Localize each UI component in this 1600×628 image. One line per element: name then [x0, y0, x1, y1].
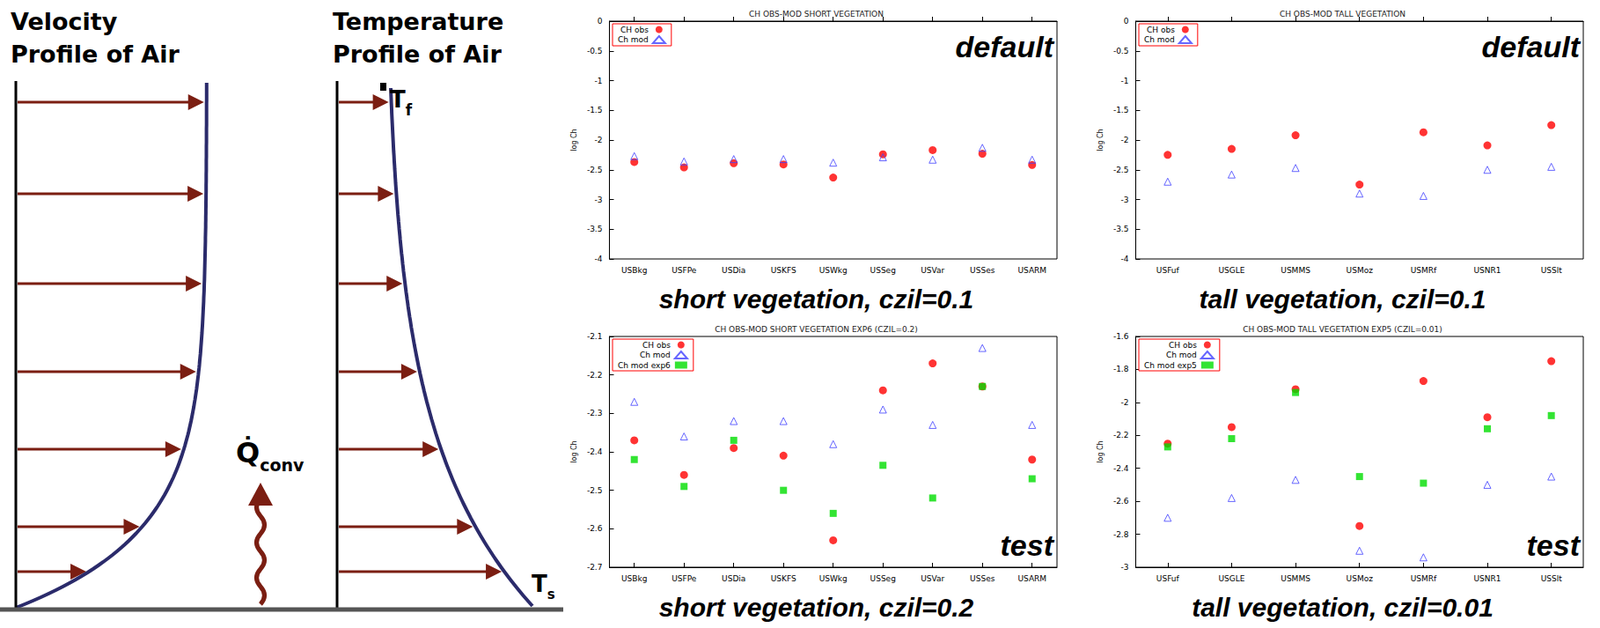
svg-text:-2.5: -2.5 [587, 485, 603, 495]
svg-text:USWkg: USWkg [819, 573, 848, 583]
svg-text:-1: -1 [594, 76, 602, 86]
svg-text:USGLE: USGLE [1218, 265, 1245, 275]
svg-text:USMMS: USMMS [1280, 265, 1311, 275]
svg-text:CH OBS-MOD SHORT VEGETATION EX: CH OBS-MOD SHORT VEGETATION EXP6 (CZIL=0… [714, 324, 918, 334]
svg-text:-2.4: -2.4 [1113, 463, 1130, 473]
svg-text:Temperature: Temperature [332, 7, 504, 36]
svg-text:CH obs: CH obs [1168, 340, 1197, 350]
svg-text:USNR1: USNR1 [1474, 573, 1502, 583]
svg-text:-2.2: -2.2 [587, 370, 603, 380]
svg-text:USDia: USDia [721, 573, 746, 583]
svg-text:-1.6: -1.6 [1113, 331, 1130, 341]
svg-text:Profile of Air: Profile of Air [10, 40, 180, 68]
svg-text:test: test [1000, 528, 1056, 562]
svg-text:Ch mod exp6: Ch mod exp6 [617, 360, 671, 370]
svg-text:Ch mod: Ch mod [1166, 350, 1197, 360]
svg-text:log Ch: log Ch [570, 128, 579, 151]
svg-text:-1.5: -1.5 [1113, 105, 1130, 115]
svg-text:-2.2: -2.2 [1113, 430, 1130, 440]
svg-text:-1: -1 [1120, 76, 1129, 86]
svg-text:USWkg: USWkg [819, 265, 848, 275]
svg-text:USSes: USSes [969, 573, 996, 583]
svg-text:-3.5: -3.5 [587, 224, 603, 234]
svg-text:default: default [1482, 29, 1582, 64]
svg-text:-2.4: -2.4 [587, 447, 603, 456]
svg-text:CH OBS-MOD TALL VEGETATION EXP: CH OBS-MOD TALL VEGETATION EXP5 (CZIL=0.… [1242, 324, 1443, 334]
svg-text:Ch mod: Ch mod [1144, 35, 1175, 45]
svg-text:-3: -3 [1120, 195, 1129, 205]
svg-text:USBkg: USBkg [621, 573, 647, 583]
svg-text:USKFS: USKFS [770, 265, 797, 275]
svg-text:USFPe: USFPe [671, 573, 698, 583]
svg-text:USMoz: USMoz [1346, 265, 1374, 275]
svg-text:USARM: USARM [1017, 573, 1047, 583]
svg-text:USSlt: USSlt [1541, 573, 1564, 583]
svg-text:Profile of Air: Profile of Air [332, 40, 502, 68]
svg-text:USSlt: USSlt [1541, 265, 1564, 275]
svg-text:default: default [955, 29, 1056, 64]
svg-text:CH obs: CH obs [620, 25, 649, 35]
svg-text:USDia: USDia [721, 265, 746, 275]
svg-text:USFuf: USFuf [1156, 265, 1181, 275]
svg-text:USNR1: USNR1 [1474, 265, 1502, 275]
svg-text:Ch mod exp5: Ch mod exp5 [1144, 360, 1197, 370]
svg-text:-2.5: -2.5 [1113, 165, 1130, 175]
html-text:short vegetation, czil=0.2: short vegetation, czil=0.2 [658, 592, 974, 622]
svg-text:USVar: USVar [920, 573, 945, 583]
svg-text:USBkg: USBkg [621, 265, 647, 275]
svg-text:USVar: USVar [920, 265, 945, 275]
svg-text:-0.5: -0.5 [1113, 46, 1130, 56]
svg-text:Tf: Tf [389, 86, 413, 119]
svg-text:test: test [1526, 528, 1582, 562]
svg-text:-3.5: -3.5 [1113, 224, 1130, 234]
svg-text:USKFS: USKFS [770, 573, 797, 583]
svg-text:CH OBS-MOD TALL VEGETATION: CH OBS-MOD TALL VEGETATION [1279, 9, 1406, 19]
html-text:short vegetation, czil=0.1: short vegetation, czil=0.1 [658, 284, 974, 314]
svg-text:USARM: USARM [1017, 265, 1047, 275]
svg-text:USFuf: USFuf [1156, 573, 1181, 583]
svg-text:USMRf: USMRf [1410, 573, 1438, 583]
svg-text:-4: -4 [594, 254, 602, 264]
svg-text:-2.5: -2.5 [587, 165, 603, 175]
svg-text:log Ch: log Ch [1096, 440, 1105, 463]
svg-text:-2: -2 [594, 135, 602, 145]
svg-text:USGLE: USGLE [1218, 573, 1245, 583]
svg-text:Velocity: Velocity [10, 7, 118, 36]
svg-text:-4: -4 [1120, 254, 1129, 264]
svg-text:log Ch: log Ch [1096, 128, 1105, 151]
svg-text:USMMS: USMMS [1280, 573, 1311, 583]
svg-text:0: 0 [1123, 16, 1130, 26]
svg-text:-2.3: -2.3 [587, 408, 603, 418]
svg-text:CH OBS-MOD SHORT VEGETATION: CH OBS-MOD SHORT VEGETATION [748, 9, 884, 19]
svg-text:Q̇conv: Q̇conv [235, 435, 305, 475]
svg-text:-3: -3 [1120, 562, 1129, 572]
svg-text:CH obs: CH obs [642, 340, 671, 350]
svg-text:log Ch: log Ch [570, 440, 579, 463]
svg-text:Ts: Ts [531, 570, 556, 602]
svg-text:-2.7: -2.7 [587, 562, 603, 572]
svg-text:USSeg: USSeg [870, 573, 896, 583]
svg-text:CH obs: CH obs [1146, 25, 1175, 35]
html-text:tall vegetation, czil=0.1: tall vegetation, czil=0.1 [1199, 284, 1487, 314]
svg-text:-2.6: -2.6 [587, 523, 603, 533]
svg-text:USMRf: USMRf [1410, 265, 1438, 275]
svg-text:USSeg: USSeg [870, 265, 896, 275]
svg-text:-2: -2 [1120, 397, 1129, 407]
svg-text:-2.6: -2.6 [1113, 496, 1130, 506]
svg-text:-2.8: -2.8 [1113, 529, 1130, 539]
svg-text:USSes: USSes [969, 265, 996, 275]
svg-text:-1.8: -1.8 [1113, 364, 1130, 374]
svg-text:-3: -3 [594, 195, 602, 205]
svg-text:Ch mod: Ch mod [617, 35, 649, 45]
svg-text:0: 0 [597, 16, 603, 26]
svg-text:-2.1: -2.1 [587, 331, 603, 341]
html-text:tall vegetation, czil=0.01: tall vegetation, czil=0.01 [1191, 592, 1494, 622]
svg-text:Ch mod: Ch mod [639, 350, 671, 360]
svg-text:USFPe: USFPe [671, 265, 698, 275]
svg-text:-0.5: -0.5 [587, 46, 603, 56]
svg-text:-2: -2 [1120, 135, 1129, 145]
svg-text:USMoz: USMoz [1346, 573, 1374, 583]
svg-text:-1.5: -1.5 [587, 105, 603, 115]
